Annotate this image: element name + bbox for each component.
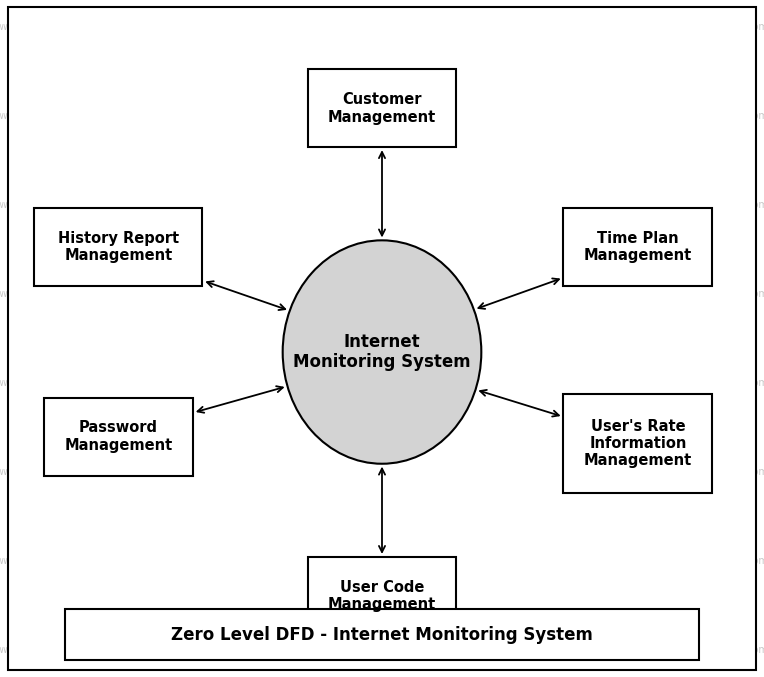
Text: www.freeprojectz.com: www.freeprojectz.com [328, 200, 436, 210]
Text: www.freeprojectz.com: www.freeprojectz.com [0, 467, 104, 477]
Text: www.freeprojectz.com: www.freeprojectz.com [515, 289, 623, 299]
Text: www.freeprojectz.com: www.freeprojectz.com [515, 556, 623, 566]
Text: www.freeprojectz.com: www.freeprojectz.com [141, 22, 249, 32]
Text: Password
Management: Password Management [64, 420, 173, 453]
Text: www.freeprojectz.com: www.freeprojectz.com [328, 645, 436, 655]
Text: User Code
Management: User Code Management [328, 580, 436, 612]
Text: www.freeprojectz.com: www.freeprojectz.com [328, 289, 436, 299]
Text: www.freeprojectz.com: www.freeprojectz.com [141, 378, 249, 388]
Text: www.freeprojectz.com: www.freeprojectz.com [141, 289, 249, 299]
Bar [34, 209, 202, 286]
Text: User's Rate
Information
Management: User's Rate Information Management [584, 418, 692, 468]
Text: www.freeprojectz.com: www.freeprojectz.com [660, 289, 764, 299]
Text: Time Plan
Management: Time Plan Management [584, 231, 692, 263]
Text: www.freeprojectz.com: www.freeprojectz.com [515, 111, 623, 121]
Bar [563, 394, 712, 493]
Text: www.freeprojectz.com: www.freeprojectz.com [515, 645, 623, 655]
Text: www.freeprojectz.com: www.freeprojectz.com [141, 467, 249, 477]
Bar [563, 209, 712, 286]
Text: www.freeprojectz.com: www.freeprojectz.com [515, 22, 623, 32]
Text: www.freeprojectz.com: www.freeprojectz.com [660, 200, 764, 210]
Text: History Report
Management: History Report Management [58, 231, 179, 263]
Text: www.freeprojectz.com: www.freeprojectz.com [515, 467, 623, 477]
Text: www.freeprojectz.com: www.freeprojectz.com [328, 556, 436, 566]
Text: Internet
Monitoring System: Internet Monitoring System [293, 332, 471, 372]
Bar [307, 556, 456, 635]
Text: www.freeprojectz.com: www.freeprojectz.com [0, 645, 104, 655]
Text: www.freeprojectz.com: www.freeprojectz.com [141, 111, 249, 121]
Text: www.freeprojectz.com: www.freeprojectz.com [328, 467, 436, 477]
Text: www.freeprojectz.com: www.freeprojectz.com [515, 378, 623, 388]
Text: www.freeprojectz.com: www.freeprojectz.com [515, 200, 623, 210]
Text: www.freeprojectz.com: www.freeprojectz.com [660, 467, 764, 477]
Text: www.freeprojectz.com: www.freeprojectz.com [141, 645, 249, 655]
Text: www.freeprojectz.com: www.freeprojectz.com [328, 378, 436, 388]
Text: www.freeprojectz.com: www.freeprojectz.com [660, 645, 764, 655]
Text: www.freeprojectz.com: www.freeprojectz.com [0, 200, 104, 210]
Text: Customer
Management: Customer Management [328, 92, 436, 125]
Bar [65, 609, 699, 660]
Text: www.freeprojectz.com: www.freeprojectz.com [660, 378, 764, 388]
Text: www.freeprojectz.com: www.freeprojectz.com [328, 22, 436, 32]
Text: www.freeprojectz.com: www.freeprojectz.com [0, 556, 104, 566]
Text: www.freeprojectz.com: www.freeprojectz.com [0, 22, 104, 32]
Text: www.freeprojectz.com: www.freeprojectz.com [328, 111, 436, 121]
Bar [307, 70, 456, 148]
Text: www.freeprojectz.com: www.freeprojectz.com [660, 556, 764, 566]
Ellipse shape [283, 240, 481, 464]
Text: www.freeprojectz.com: www.freeprojectz.com [0, 378, 104, 388]
Text: www.freeprojectz.com: www.freeprojectz.com [141, 556, 249, 566]
Text: Zero Level DFD - Internet Monitoring System: Zero Level DFD - Internet Monitoring Sys… [171, 626, 593, 644]
Text: www.freeprojectz.com: www.freeprojectz.com [0, 289, 104, 299]
Text: www.freeprojectz.com: www.freeprojectz.com [660, 22, 764, 32]
Bar [44, 397, 193, 475]
Text: www.freeprojectz.com: www.freeprojectz.com [0, 111, 104, 121]
Text: www.freeprojectz.com: www.freeprojectz.com [141, 200, 249, 210]
Text: www.freeprojectz.com: www.freeprojectz.com [660, 111, 764, 121]
